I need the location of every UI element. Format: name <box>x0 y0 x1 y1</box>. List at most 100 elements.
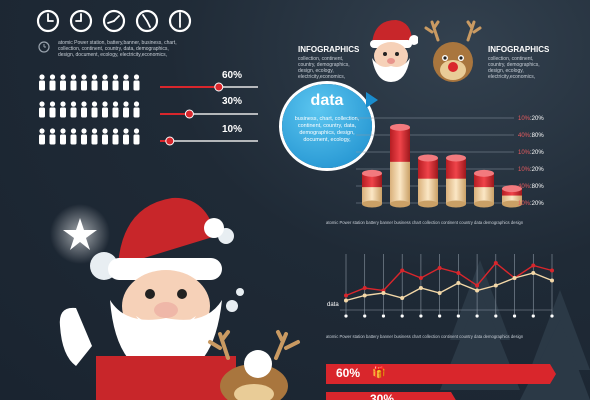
series-point <box>344 293 348 298</box>
bar-value-label: 40%:80% <box>518 184 544 190</box>
bar-value-label: 10%:20% <box>518 201 544 207</box>
banner-shape <box>326 392 456 400</box>
series-point <box>437 291 442 295</box>
bar <box>446 154 466 208</box>
series-point <box>550 278 554 283</box>
person-icon <box>123 74 129 91</box>
clock-icon <box>36 9 60 33</box>
person-icon <box>60 128 66 145</box>
x-tick-dot <box>475 314 479 318</box>
clock-icon <box>168 9 192 33</box>
series-point <box>362 286 367 290</box>
x-tick-dot <box>550 314 554 318</box>
series-point <box>344 298 348 303</box>
person-icon <box>39 74 45 91</box>
banner-60 <box>326 362 556 384</box>
person-icon <box>81 101 87 118</box>
infographics-left-title: INFOGRAPHICS <box>298 45 360 54</box>
bar-chart-caption: atomic Power station battery banner busi… <box>326 220 524 225</box>
people-row-3-percent: 10% <box>222 124 243 135</box>
person-icon <box>60 101 66 118</box>
bar-value-label: 10%:20% <box>518 116 544 122</box>
person-icon <box>112 128 119 145</box>
data-bubble-title: data <box>310 92 344 109</box>
bar <box>474 169 494 208</box>
person-icon <box>70 101 77 118</box>
series-point <box>381 291 386 295</box>
person-icon <box>91 74 98 91</box>
bar-value-label: 10%:20% <box>518 150 544 156</box>
banner-shape <box>326 364 556 384</box>
series-point <box>456 281 461 285</box>
series-point <box>531 263 536 268</box>
series-point <box>400 296 405 300</box>
bar-value-label: 40%:80% <box>518 133 544 139</box>
x-tick-dot <box>456 314 460 318</box>
person-icon <box>91 128 98 145</box>
person-icon <box>102 74 108 91</box>
person-icon <box>49 128 56 145</box>
person-icon <box>133 101 140 118</box>
person-icon <box>123 101 129 118</box>
clock-icon <box>69 9 93 33</box>
series-point <box>512 276 517 280</box>
people-row-1-percent: 60% <box>222 70 243 81</box>
people-row-knob <box>214 82 224 92</box>
bar <box>362 169 382 208</box>
person-icon <box>123 128 129 145</box>
person-icon <box>49 74 56 91</box>
x-tick-dot <box>344 314 348 318</box>
series-point <box>475 288 480 293</box>
x-tick-dot <box>512 314 517 318</box>
series-point <box>531 271 536 275</box>
infographics-left-text: collection, continent, country, demograp… <box>298 56 350 80</box>
person-icon <box>70 74 77 91</box>
reindeer-head-illustration <box>424 18 482 88</box>
series-point <box>362 293 367 298</box>
person-icon <box>39 128 45 145</box>
small-clock-icon <box>38 40 50 53</box>
data-bubble <box>282 84 372 168</box>
bar-value-label: 10%:20% <box>518 167 544 173</box>
series-point <box>475 283 480 288</box>
gift-icon: 🎁 <box>372 367 386 379</box>
series-point <box>400 268 405 273</box>
person-icon <box>39 101 45 118</box>
people-bars-section <box>36 70 276 150</box>
x-tick-dot <box>531 314 535 318</box>
x-tick-dot <box>419 314 423 318</box>
x-tick-dot <box>438 314 442 318</box>
bar <box>418 154 438 208</box>
person-icon <box>81 128 87 145</box>
reindeer-bottom-illustration <box>206 328 306 400</box>
person-icon <box>133 74 140 91</box>
person-icon <box>81 74 87 91</box>
infographics-right-title: INFOGRAPHICS <box>488 45 550 54</box>
bar <box>390 123 410 208</box>
clock-icons-row <box>36 8 196 34</box>
banner-30 <box>326 390 556 400</box>
series-point <box>456 271 461 275</box>
clock-icon <box>135 9 159 33</box>
person-icon <box>112 74 119 91</box>
person-icon <box>102 101 108 118</box>
bar-chart: 10%:20% 40%:80% 10%:20% 10%:20% 40%:80% 10%:2… <box>356 108 550 216</box>
person-icon <box>49 101 56 118</box>
people-row-knob <box>165 136 175 146</box>
x-tick-dot <box>400 314 404 318</box>
data-bubble-text: business, chart, collection, continent, … <box>294 116 360 143</box>
line-chart-ylabel: data <box>327 302 339 308</box>
person-icon <box>91 101 98 118</box>
series-point <box>550 268 554 273</box>
x-tick-dot <box>494 314 498 318</box>
line-chart <box>326 250 558 332</box>
top-left-caption: atomic Power station, battery,banner, bu… <box>58 40 177 58</box>
people-row-2-percent: 30% <box>222 96 243 107</box>
clock-icon <box>102 9 126 33</box>
series-line <box>345 272 553 302</box>
infographics-right-text: collection, continent, country, demograp… <box>488 56 540 80</box>
person-icon <box>102 128 108 145</box>
person-icon <box>133 128 140 145</box>
santa-illustration <box>56 196 256 400</box>
